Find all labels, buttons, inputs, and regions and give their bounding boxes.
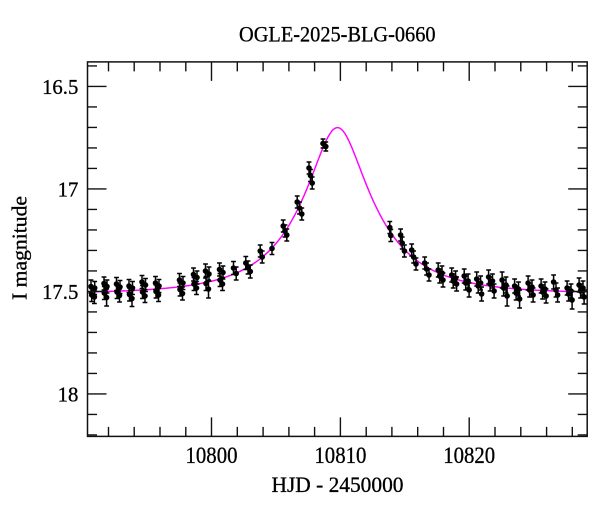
svg-text:17.5: 17.5 [42, 280, 78, 304]
svg-text:16.5: 16.5 [42, 75, 78, 99]
svg-text:OGLE-2025-BLG-0660: OGLE-2025-BLG-0660 [239, 22, 436, 47]
svg-text:HJD - 2450000: HJD - 2450000 [272, 473, 404, 497]
svg-text:10820: 10820 [443, 443, 495, 468]
svg-text:17: 17 [58, 178, 79, 202]
svg-text:10800: 10800 [186, 443, 238, 468]
svg-text:10810: 10810 [314, 443, 366, 468]
svg-text:18: 18 [58, 383, 79, 407]
svg-text:I magnitude: I magnitude [8, 196, 32, 300]
